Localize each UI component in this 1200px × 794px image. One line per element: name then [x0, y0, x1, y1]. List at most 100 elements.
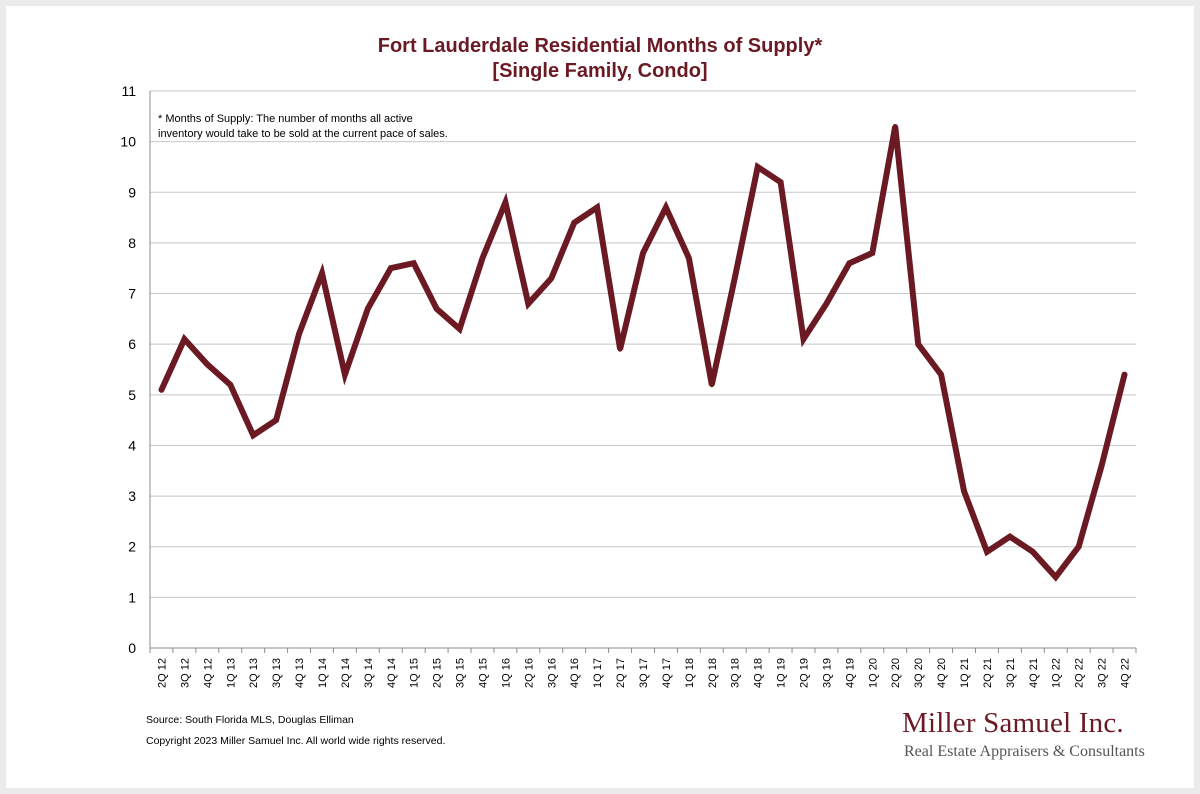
x-tick-label: 1Q 21	[959, 658, 971, 688]
data-point	[1099, 463, 1105, 469]
y-tick-label: 2	[128, 539, 136, 555]
x-tick-label: 1Q 15	[409, 658, 421, 688]
data-point	[319, 270, 325, 276]
source-note: Source: South Florida MLS, Douglas Ellim…	[146, 714, 354, 726]
copyright-note: Copyright 2023 Miller Samuel Inc. All wo…	[146, 735, 446, 747]
data-point	[801, 336, 807, 342]
data-point	[984, 549, 990, 555]
footnote-line2: inventory would take to be sold at the c…	[158, 128, 448, 140]
data-point	[296, 331, 302, 337]
x-tick-label: 2Q 21	[982, 658, 994, 688]
x-tick-label: 4Q 19	[844, 658, 856, 688]
gridlines	[149, 90, 1136, 649]
data-point	[273, 417, 279, 423]
x-tick-label: 4Q 13	[294, 658, 306, 688]
data-point	[617, 346, 623, 352]
chart-title: Fort Lauderdale Residential Months of Su…	[0, 34, 1200, 84]
data-point	[548, 275, 554, 281]
data-point	[663, 204, 669, 210]
x-tick-label: 2Q 19	[799, 658, 811, 688]
data-point	[961, 488, 967, 494]
x-tick-label: 1Q 18	[684, 658, 696, 688]
data-point	[227, 382, 233, 388]
y-tick-label: 6	[128, 336, 136, 352]
series-line	[158, 125, 1128, 582]
x-tick-label: 3Q 19	[821, 658, 833, 688]
x-tick-label: 3Q 14	[363, 658, 375, 688]
data-point	[640, 250, 646, 256]
footnote: * Months of Supply: The number of months…	[158, 112, 448, 142]
data-point	[1007, 534, 1013, 540]
y-tick-label: 1	[128, 589, 136, 605]
x-tick-label: 1Q 17	[592, 658, 604, 688]
data-point	[1030, 549, 1036, 555]
x-tick-label: 2Q 13	[248, 658, 260, 688]
x-tick-label: 2Q 22	[1074, 658, 1086, 688]
x-tick-label: 1Q 16	[500, 658, 512, 688]
x-tick-label: 1Q 19	[776, 658, 788, 688]
data-point	[732, 275, 738, 281]
x-tick-label: 3Q 15	[455, 658, 467, 688]
x-tick-label: 1Q 13	[225, 658, 237, 688]
x-tick-label: 2Q 20	[890, 658, 902, 688]
x-tick-label: 4Q 17	[661, 658, 673, 688]
footnote-line1: * Months of Supply: The number of months…	[158, 113, 413, 125]
data-point	[1122, 372, 1128, 378]
data-point	[892, 123, 898, 129]
x-tick-label: 3Q 16	[546, 658, 558, 688]
x-tick-label: 4Q 12	[202, 658, 214, 688]
data-point	[181, 336, 187, 342]
x-tick-label: 3Q 12	[179, 658, 191, 688]
data-point	[434, 306, 440, 312]
data-point	[250, 432, 256, 438]
y-tick-label: 3	[128, 488, 136, 504]
x-tick-label: 4Q 14	[386, 658, 398, 688]
chart-title-line2: [Single Family, Condo]	[492, 60, 708, 82]
x-tick-label: 2Q 16	[523, 658, 535, 688]
x-tick-label: 3Q 17	[638, 658, 650, 688]
x-tick-label: 1Q 20	[867, 658, 879, 688]
y-tick-label: 0	[128, 640, 136, 656]
x-tick-label: 4Q 18	[753, 658, 765, 688]
data-point	[1053, 574, 1059, 580]
y-tick-label: 9	[128, 184, 136, 200]
series-layer	[158, 123, 1128, 582]
brand-logo-tagline: Real Estate Appraisers & Consultants	[904, 743, 1145, 760]
x-tick-label: 2Q 15	[432, 658, 444, 688]
y-tick-label: 11	[121, 83, 136, 99]
data-point	[846, 260, 852, 266]
y-tick-label: 8	[128, 235, 136, 251]
chart-card	[6, 6, 1194, 788]
x-tick-label: 3Q 21	[1005, 658, 1017, 688]
x-axis-ticks: 2Q 12 3Q 12 4Q 12 1Q 13 2Q 13 3Q 13 4Q 13 1Q 14…	[149, 648, 1137, 688]
data-point	[365, 306, 371, 312]
x-tick-label: 3Q 22	[1097, 658, 1109, 688]
data-point	[411, 260, 417, 266]
data-point	[823, 301, 829, 307]
x-tick-label: 2Q 12	[156, 658, 168, 688]
x-tick-label: 2Q 18	[707, 658, 719, 688]
data-point	[479, 255, 485, 261]
y-tick-label: 10	[120, 134, 136, 150]
x-tick-label: 3Q 18	[730, 658, 742, 688]
x-tick-label: 4Q 20	[936, 658, 948, 688]
data-point	[594, 204, 600, 210]
chart-title-line1: Fort Lauderdale Residential Months of Su…	[377, 35, 823, 57]
data-point	[709, 382, 715, 388]
y-axis-ticks: 0 1 2 3 4 5 6 7 8 9 10 11	[120, 83, 136, 656]
data-point	[686, 255, 692, 261]
data-point	[755, 164, 761, 170]
x-tick-label: 2Q 17	[615, 658, 627, 688]
x-tick-label: 4Q 16	[569, 658, 581, 688]
x-tick-label: 1Q 14	[317, 658, 329, 688]
data-point	[204, 361, 210, 367]
x-tick-label: 4Q 22	[1120, 658, 1132, 688]
y-tick-label: 4	[128, 437, 136, 453]
data-point	[869, 250, 875, 256]
data-point	[938, 372, 944, 378]
x-tick-label: 2Q 14	[340, 658, 352, 688]
data-point	[778, 179, 784, 185]
brand-logo-name: Miller Samuel Inc.	[902, 707, 1124, 739]
data-point	[1076, 544, 1082, 550]
